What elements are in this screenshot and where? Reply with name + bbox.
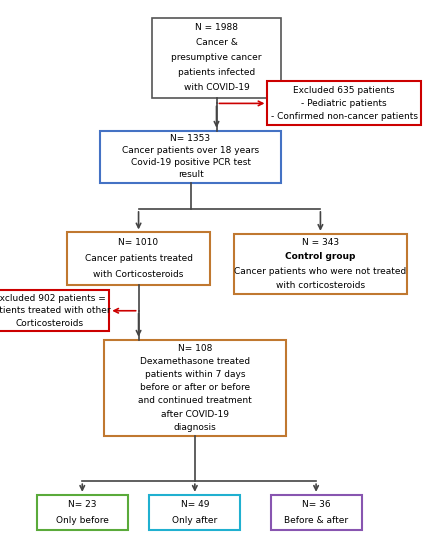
Text: N= 108: N= 108 [178,344,212,353]
Text: after COVID-19: after COVID-19 [161,410,229,419]
FancyBboxPatch shape [271,495,362,530]
Text: patients treated with other: patients treated with other [0,306,111,315]
Text: N = 1988: N = 1988 [195,23,238,32]
Text: Only before: Only before [56,516,109,525]
FancyBboxPatch shape [267,81,421,125]
Text: - Confirmed non-cancer patients: - Confirmed non-cancer patients [271,112,418,121]
FancyBboxPatch shape [149,495,240,530]
Text: Dexamethasone treated: Dexamethasone treated [140,357,250,366]
FancyBboxPatch shape [67,232,210,285]
Text: N= 49: N= 49 [181,500,209,509]
Text: Cancer patients who were not treated: Cancer patients who were not treated [234,267,407,276]
Text: diagnosis: diagnosis [174,423,216,432]
Text: presumptive cancer: presumptive cancer [171,53,262,62]
Text: with COVID-19: with COVID-19 [184,84,249,92]
Text: N= 36: N= 36 [302,500,330,509]
Text: N = 343: N = 343 [302,238,339,248]
Text: Excluded 635 patients: Excluded 635 patients [294,86,395,95]
Text: result: result [178,170,204,179]
Text: N= 23: N= 23 [68,500,97,509]
Text: Before & after: Before & after [284,516,348,525]
Text: Corticosteroids: Corticosteroids [16,319,84,328]
Text: and continued treatment: and continued treatment [138,397,252,405]
Text: Cancer patients treated: Cancer patients treated [84,254,193,263]
FancyBboxPatch shape [152,18,281,98]
FancyBboxPatch shape [0,290,109,331]
Text: Cancer patients over 18 years: Cancer patients over 18 years [122,146,259,155]
Text: before or after or before: before or after or before [140,383,250,392]
Text: - Pediatric patients: - Pediatric patients [301,99,387,108]
FancyBboxPatch shape [104,340,286,436]
Text: Covid-19 positive PCR test: Covid-19 positive PCR test [130,158,251,167]
Text: Excluded 902 patients =: Excluded 902 patients = [0,294,106,302]
Text: patients within 7 days: patients within 7 days [145,370,245,379]
FancyBboxPatch shape [100,131,281,183]
Text: Cancer &: Cancer & [196,38,237,47]
Text: patients infected: patients infected [178,68,255,78]
Text: with corticosteroids: with corticosteroids [276,280,365,290]
Text: N= 1010: N= 1010 [119,238,158,247]
Text: Control group: Control group [285,252,355,261]
FancyBboxPatch shape [37,495,128,530]
Text: N= 1353: N= 1353 [171,134,210,143]
Text: with Corticosteroids: with Corticosteroids [94,270,184,279]
Text: Only after: Only after [172,516,217,525]
FancyBboxPatch shape [234,234,407,294]
